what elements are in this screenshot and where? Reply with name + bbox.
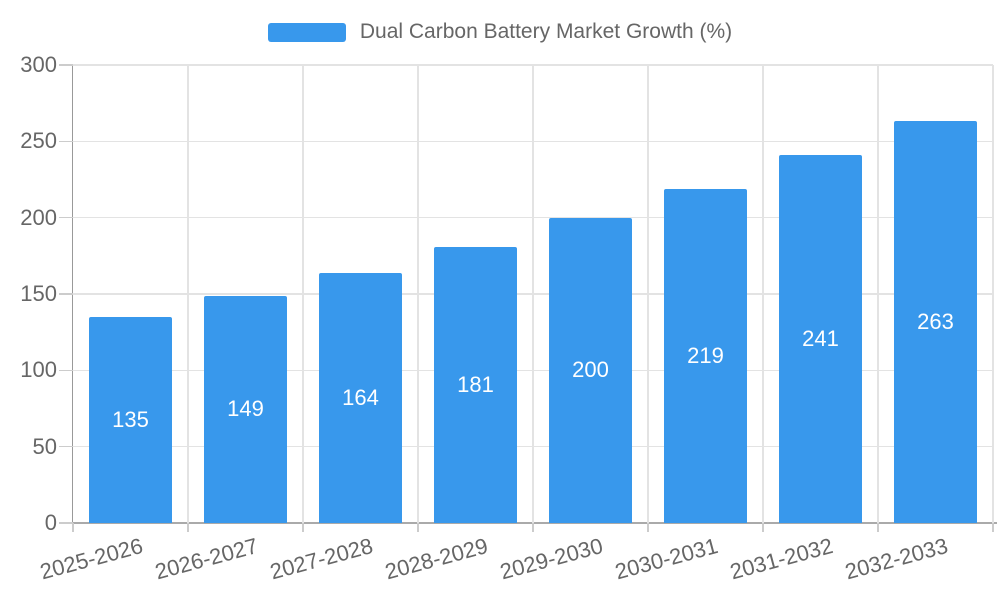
bar-value-label: 135 [112, 406, 149, 432]
gridline-vertical [187, 65, 189, 523]
y-axis-tick [59, 445, 73, 448]
y-axis-label: 250 [20, 128, 57, 154]
bar[interactable]: 135 [89, 316, 172, 523]
legend[interactable]: Dual Carbon Battery Market Growth (%) [0, 20, 1000, 44]
x-axis-line [71, 522, 997, 524]
bar[interactable]: 219 [664, 188, 747, 523]
x-axis-tick [72, 523, 74, 532]
gridline-vertical [302, 65, 304, 523]
bar[interactable]: 200 [549, 217, 632, 523]
gridline-vertical [877, 65, 879, 523]
bar-value-label: 200 [572, 357, 609, 383]
bar-value-label: 164 [342, 384, 379, 410]
y-axis-tick [59, 369, 73, 372]
x-axis-tick [532, 523, 534, 532]
bar-value-label: 219 [687, 342, 724, 368]
plot-area: 0 50 100 150 200 250 300 135 2025-2026 149 2026-20… [20, 52, 997, 584]
legend-swatch [267, 22, 346, 42]
y-axis-label: 100 [20, 357, 57, 383]
bar-value-label: 263 [917, 309, 954, 335]
y-axis-label: 200 [20, 204, 57, 230]
gridline-vertical [647, 65, 649, 523]
x-axis-tick [877, 523, 879, 532]
y-axis-tick [59, 140, 73, 143]
bar-value-label: 241 [802, 326, 839, 352]
y-axis-label: 0 [44, 510, 57, 535]
x-axis-tick [647, 523, 649, 532]
x-axis-tick [992, 523, 994, 532]
y-axis-line [71, 65, 73, 532]
y-axis-label: 300 [20, 52, 57, 77]
y-axis-label: 50 [32, 433, 57, 459]
bar[interactable]: 181 [434, 246, 517, 523]
x-axis-tick [417, 523, 419, 532]
bar[interactable]: 241 [779, 155, 862, 523]
gridline-vertical [992, 65, 994, 523]
y-axis-tick [59, 216, 73, 219]
y-axis-tick [59, 64, 73, 66]
x-axis-tick [762, 523, 764, 532]
y-axis-label: 150 [20, 281, 57, 306]
y-axis-tick [59, 522, 73, 524]
x-axis-tick [302, 523, 304, 532]
bar-value-label: 149 [227, 396, 264, 422]
gridline-vertical [417, 65, 419, 523]
bar[interactable]: 149 [204, 295, 287, 523]
gridline-vertical [532, 65, 534, 523]
y-axis-tick [59, 293, 73, 295]
x-axis-tick [187, 523, 189, 532]
legend-label: Dual Carbon Battery Market Growth (%) [359, 20, 733, 43]
bar-value-label: 181 [457, 371, 494, 397]
bar[interactable]: 164 [319, 272, 402, 523]
bar[interactable]: 263 [894, 121, 977, 523]
gridline-vertical [762, 65, 764, 523]
